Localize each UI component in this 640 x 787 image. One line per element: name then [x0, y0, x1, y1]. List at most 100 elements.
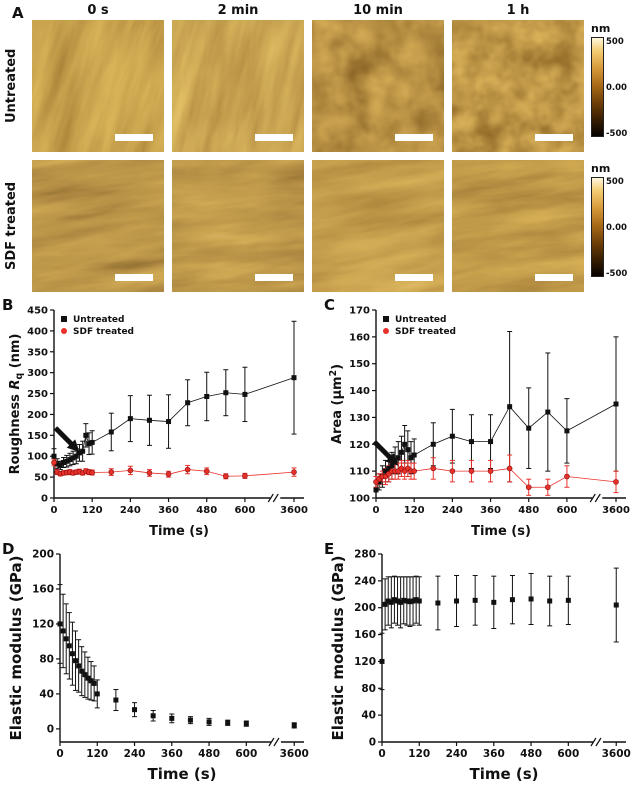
panel-b: B 0 50 100 150 200 250 300 350 400 450 0 120 240 360 4… [2, 296, 320, 542]
chart-roughness: 0 50 100 150 200 250 300 350 400 450 0 120 240 360 480… [8, 306, 308, 540]
svg-text:Elastic modulus (GPa): Elastic modulus (GPa) [329, 556, 347, 741]
svg-text:600: 600 [234, 505, 255, 516]
svg-text:110: 110 [349, 467, 370, 478]
colorbar-mid: 0.00 [606, 83, 627, 93]
column-header-10min: 10 min [353, 3, 403, 18]
column-header-1h: 1 h [506, 3, 530, 18]
svg-text:100: 100 [349, 494, 370, 505]
svg-text:250: 250 [27, 389, 48, 400]
panel-e: E 0 40 80 120 160 200 240 280 0 120 240 360 480 600 36… [324, 540, 640, 786]
svg-text:240: 240 [124, 748, 146, 760]
scale-bar [115, 134, 153, 141]
svg-text:120: 120 [86, 748, 108, 760]
svg-text:Untreated: Untreated [395, 315, 446, 325]
svg-text:Time (s): Time (s) [147, 765, 216, 783]
svg-text:160: 160 [349, 332, 370, 343]
svg-text:600: 600 [556, 505, 577, 516]
svg-text:3600: 3600 [602, 505, 630, 516]
afm-untreated-10min [312, 20, 444, 152]
colorbar-unit: nm [591, 162, 611, 175]
svg-text:480: 480 [518, 505, 539, 516]
svg-text:400: 400 [27, 326, 48, 337]
svg-text:120: 120 [408, 748, 430, 760]
svg-text:120: 120 [404, 505, 425, 516]
panel-label-e: E [324, 540, 335, 558]
afm-texture [452, 160, 584, 292]
svg-text:0: 0 [47, 723, 54, 735]
column-header-0s: 0 s [87, 3, 109, 18]
afm-texture [32, 20, 164, 152]
svg-text:3600: 3600 [280, 505, 308, 516]
height-colorbar-row1: nm 500 0.00 -500 [591, 22, 639, 139]
scale-bar [255, 134, 293, 141]
afm-texture [312, 160, 444, 292]
svg-text:0: 0 [369, 737, 376, 749]
chart-modulus-untreated: 0 40 80 120 160 200 0 120 240 360 480 600 3600 Time (… [7, 549, 309, 784]
svg-text:3600: 3600 [602, 748, 631, 760]
svg-text:40: 40 [39, 688, 54, 700]
svg-text:130: 130 [349, 413, 370, 424]
svg-text:0: 0 [41, 494, 48, 505]
svg-text:240: 240 [446, 748, 468, 760]
svg-text:0: 0 [56, 748, 63, 760]
chart-modulus-sdf: 0 40 80 120 160 200 240 280 0 120 240 360 480 600 3600… [329, 549, 631, 784]
svg-text:Untreated: Untreated [73, 315, 124, 325]
afm-texture [172, 20, 304, 152]
svg-text:40: 40 [361, 710, 376, 722]
colorbar-mid: 0.00 [606, 223, 627, 233]
row-label-untreated: Untreated [4, 48, 19, 124]
svg-text:80: 80 [361, 683, 376, 695]
colorbar-max: 500 [606, 177, 624, 187]
svg-text:480: 480 [196, 505, 217, 516]
svg-text:140: 140 [349, 386, 370, 397]
svg-text:360: 360 [480, 505, 501, 516]
colorbar-max: 500 [606, 37, 624, 47]
panel-label-a: A [12, 4, 24, 22]
svg-text:360: 360 [158, 505, 179, 516]
svg-text:240: 240 [120, 505, 141, 516]
svg-text:200: 200 [354, 602, 376, 614]
svg-text:Time (s): Time (s) [149, 524, 209, 539]
row-label-sdf-treated: SDF treated [4, 181, 19, 271]
svg-text:300: 300 [27, 368, 48, 379]
svg-text:SDF treated: SDF treated [73, 327, 134, 337]
svg-text:360: 360 [161, 748, 183, 760]
svg-text:160: 160 [354, 629, 376, 641]
svg-text:450: 450 [27, 306, 48, 317]
svg-text:150: 150 [349, 359, 370, 370]
scale-bar [535, 274, 573, 281]
afm-sdf-0s [32, 160, 164, 292]
scale-bar [115, 274, 153, 281]
svg-text:600: 600 [235, 748, 257, 760]
colorbar-gradient [591, 177, 604, 277]
colorbar-min: -500 [606, 269, 628, 279]
scale-bar [395, 134, 433, 141]
chart-area: 100 110 120 130 140 150 160 170 0 120 240 360 480 600… [328, 306, 630, 540]
svg-text:100: 100 [27, 452, 48, 463]
afm-untreated-0s [32, 20, 164, 152]
colorbar-min: -500 [606, 129, 628, 139]
svg-text:170: 170 [349, 306, 370, 317]
scale-bar [535, 134, 573, 141]
svg-text:Time (s): Time (s) [469, 765, 538, 783]
svg-text:600: 600 [557, 748, 579, 760]
column-header-2min: 2 min [217, 3, 259, 18]
svg-text:280: 280 [354, 549, 376, 561]
svg-text:SDF treated: SDF treated [395, 327, 456, 337]
afm-texture [452, 20, 584, 152]
svg-text:160: 160 [32, 583, 54, 595]
panel-c: C 100 110 120 130 140 150 160 170 0 120 240 360 480 6… [324, 296, 640, 542]
svg-text:200: 200 [32, 549, 54, 561]
panel-label-b: B [2, 296, 14, 314]
svg-text:50: 50 [34, 473, 48, 484]
svg-text:Elastic modulus (GPa): Elastic modulus (GPa) [7, 556, 25, 741]
afm-sdf-10min [312, 160, 444, 292]
panel-label-d: D [2, 540, 15, 558]
svg-text:120: 120 [32, 618, 54, 630]
svg-text:Roughness Rq (nm): Roughness Rq (nm) [8, 334, 25, 475]
svg-text:0: 0 [51, 505, 58, 516]
svg-text:240: 240 [354, 575, 376, 587]
afm-sdf-1h [452, 160, 584, 292]
svg-text:0: 0 [373, 505, 380, 516]
svg-text:480: 480 [520, 748, 542, 760]
